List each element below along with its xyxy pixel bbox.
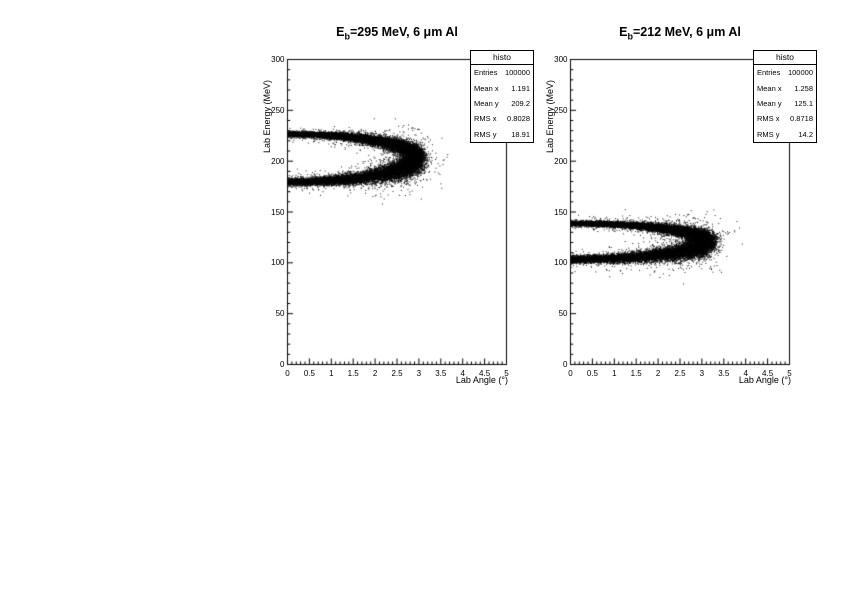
x-tick-label: 4 xyxy=(460,368,465,378)
title-post: =295 MeV, 6 μm Al xyxy=(350,25,458,39)
stats-row-meanx: Mean x 1.258 xyxy=(754,80,816,95)
x-tick-label: 3 xyxy=(699,368,705,378)
stat-value: 14.2 xyxy=(798,129,813,139)
x-tick-label: 3 xyxy=(416,368,422,378)
y-tick-label: 0 xyxy=(563,360,568,369)
x-tick-label: 5 xyxy=(787,368,792,378)
x-tick-label: 5 xyxy=(504,368,509,378)
x-tick-label: 0 xyxy=(568,368,573,378)
stats-row-meanx: Mean x 1.191 xyxy=(471,80,533,95)
x-tick-label: 2.5 xyxy=(674,368,686,378)
y-tick-label: 200 xyxy=(271,156,285,166)
stats-row-rmsy: RMS y 18.91 xyxy=(471,127,533,142)
stat-value: 125.1 xyxy=(794,99,813,109)
y-tick-label: 50 xyxy=(558,309,568,319)
x-tick-label: 1.5 xyxy=(347,368,359,378)
stats-row-meany: Mean y 125.1 xyxy=(754,96,816,111)
stats-row-rmsx: RMS x 0.8028 xyxy=(471,111,533,126)
stats-row-entries: Entries 100000 xyxy=(754,65,816,80)
stat-label: RMS x xyxy=(474,114,497,124)
stat-label: Mean y xyxy=(757,99,782,109)
y-tick-label: 50 xyxy=(275,309,285,319)
stats-rows: Entries 100000 Mean x 1.258 Mean y 125.1 RM… xyxy=(754,65,816,142)
stat-value: 100000 xyxy=(504,68,530,78)
x-tick-label: 1 xyxy=(612,368,617,378)
stat-value: 0.8028 xyxy=(507,114,530,124)
y-tick-label: 300 xyxy=(271,55,285,64)
stats-box-title: histo xyxy=(471,51,533,65)
stats-row-entries: Entries 100000 xyxy=(471,65,533,80)
stats-rows: Entries 100000 Mean x 1.191 Mean y 209.2 RM… xyxy=(471,65,533,142)
title-subscript: b xyxy=(627,31,634,42)
stats-box-title: histo xyxy=(754,51,816,65)
y-tick-label: 100 xyxy=(271,258,285,268)
x-tick-label: 3.5 xyxy=(718,368,730,378)
stat-label: RMS y xyxy=(474,129,497,139)
y-axis-title-left: Lab Energy (MeV) xyxy=(262,79,272,153)
stat-value: 100000 xyxy=(787,68,813,78)
y-tick-label: 200 xyxy=(554,156,568,166)
stat-label: Mean y xyxy=(474,99,499,109)
x-tick-label: 3.5 xyxy=(435,368,447,378)
stats-row-rmsy: RMS y 14.2 xyxy=(754,127,816,142)
x-tick-label: 0.5 xyxy=(303,368,315,378)
y-tick-label: 300 xyxy=(554,55,568,64)
stat-value: 1.258 xyxy=(794,83,813,93)
plot-title-left: Eb=295 MeV, 6 μm Al xyxy=(257,25,537,42)
stat-label: Entries xyxy=(757,68,781,78)
stat-label: RMS x xyxy=(757,114,780,124)
stat-value: 209.2 xyxy=(511,99,530,109)
x-tick-label: 1.5 xyxy=(630,368,642,378)
x-tick-label: 2 xyxy=(655,368,661,378)
x-tick-label: 2.5 xyxy=(391,368,403,378)
stats-box-left: histo Entries 100000 Mean x 1.191 Mean y 20… xyxy=(470,50,534,143)
stat-value: 18.91 xyxy=(511,129,530,139)
title-subscript: b xyxy=(344,31,351,42)
y-tick-label: 100 xyxy=(554,258,568,268)
y-tick-label: 150 xyxy=(271,207,285,217)
title-pre: E xyxy=(336,25,345,39)
y-tick-label: 250 xyxy=(554,105,568,115)
stats-row-meany: Mean y 209.2 xyxy=(471,96,533,111)
y-tick-label: 250 xyxy=(271,105,285,115)
y-tick-label: 0 xyxy=(280,360,285,369)
stats-box-right: histo Entries 100000 Mean x 1.258 Mean y 12… xyxy=(753,50,817,143)
stat-value: 0.8718 xyxy=(790,114,813,124)
stats-row-rmsx: RMS x 0.8718 xyxy=(754,111,816,126)
stat-label: RMS y xyxy=(757,129,780,139)
x-tick-label: 4.5 xyxy=(479,368,491,378)
x-tick-label: 4.5 xyxy=(762,368,774,378)
x-axis-title-right: Lab Angle (°) xyxy=(738,375,791,385)
plot-title-right: Eb=212 MeV, 6 μm Al xyxy=(540,25,820,42)
x-axis-title-left: Lab Angle (°) xyxy=(455,375,508,385)
x-tick-label: 0 xyxy=(285,368,290,378)
y-tick-label: 150 xyxy=(554,207,568,217)
x-tick-label: 2 xyxy=(372,368,378,378)
title-pre: E xyxy=(619,25,628,39)
y-axis-title-right: Lab Energy (MeV) xyxy=(545,79,555,153)
title-post: =212 MeV, 6 μm Al xyxy=(633,25,741,39)
x-tick-label: 0.5 xyxy=(586,368,598,378)
stat-label: Entries xyxy=(474,68,498,78)
x-tick-label: 1 xyxy=(329,368,334,378)
stat-value: 1.191 xyxy=(511,83,530,93)
x-tick-label: 4 xyxy=(743,368,748,378)
stat-label: Mean x xyxy=(474,83,499,93)
stat-label: Mean x xyxy=(757,83,782,93)
